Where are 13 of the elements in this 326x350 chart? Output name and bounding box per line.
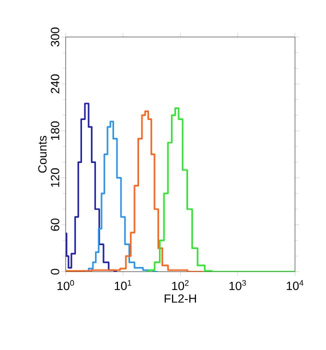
x-tick-label: 10$^{2}$	[172, 280, 189, 290]
x-tick-label: 10$^{3}$	[229, 280, 246, 290]
x-tick-label: 10$^{1}$	[114, 280, 132, 290]
y-tick-label: 180	[50, 121, 60, 140]
y-tick-label: 0	[50, 268, 60, 275]
x-axis-title: FL2-H	[164, 294, 196, 303]
y-axis-title: Counts	[38, 136, 47, 173]
x-tick-label: 10$^{0}$	[57, 280, 74, 290]
y-tick-label: 60	[50, 218, 60, 231]
y-tick-label: 120	[50, 168, 60, 187]
x-tick-label: 10$^{4}$	[286, 280, 304, 290]
y-tick-label: 240	[50, 74, 60, 94]
y-tick-label: 300	[50, 27, 60, 47]
